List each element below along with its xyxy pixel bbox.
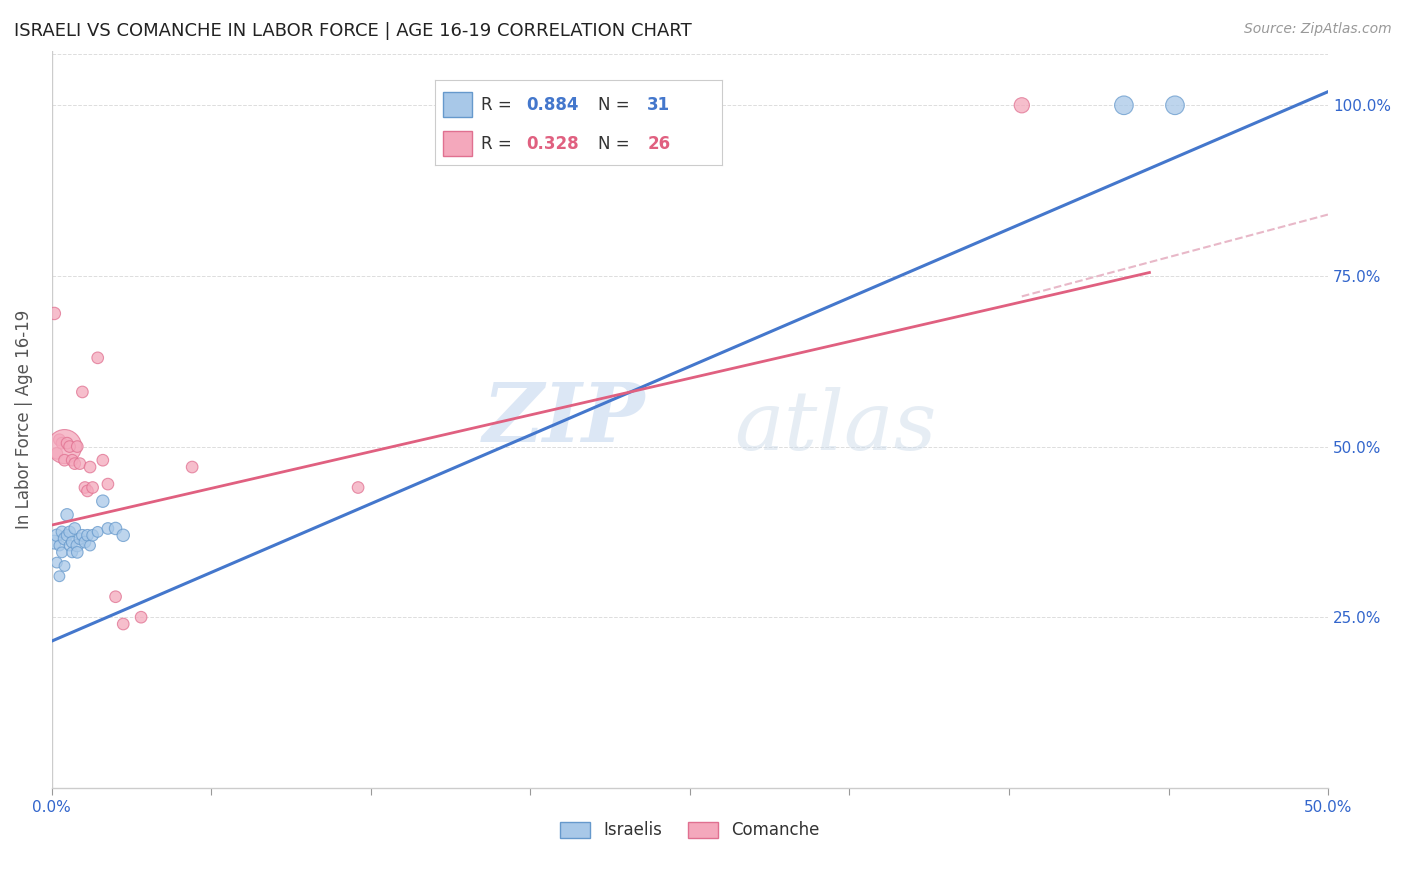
Point [53,440,76,454]
Text: ISRAELI VS COMANCHE IN LABOR FORCE | AGE 16-19 CORRELATION CHART: ISRAELI VS COMANCHE IN LABOR FORCE | AGE… [14,22,692,40]
Point [48,539,70,553]
Text: atlas: atlas [734,386,936,467]
Point [97,477,120,491]
Legend: Israelis, Comanche: Israelis, Comanche [554,814,827,846]
Point [1164,98,1187,112]
Point [45,528,67,542]
Point [59,539,82,553]
Point [59,524,82,539]
Point [91,453,114,467]
Point [73,535,96,549]
Point [129,610,152,624]
Point [45,556,67,570]
Point [63,521,86,535]
Point [60,453,83,467]
Point [48,569,70,583]
Point [60,535,83,549]
Y-axis label: In Labor Force | Age 16-19: In Labor Force | Age 16-19 [15,310,32,529]
Point [59,440,82,454]
Point [66,539,89,553]
Point [73,481,96,495]
Point [60,545,83,559]
Text: ZIP: ZIP [482,379,645,459]
Text: Source: ZipAtlas.com: Source: ZipAtlas.com [1244,22,1392,37]
Point [56,528,79,542]
Point [69,532,91,546]
Point [76,528,98,542]
Point [1011,98,1033,112]
Point [72,384,94,399]
Point [66,545,89,559]
Point [112,528,135,542]
Point [44,535,66,549]
Point [51,545,73,559]
Point [45,446,67,460]
Point [104,521,127,535]
Point [69,457,91,471]
Point [66,440,89,454]
Point [53,532,76,546]
Point [79,460,101,475]
Point [51,524,73,539]
Point [48,433,70,447]
Point [79,539,101,553]
Point [104,590,127,604]
Point [86,351,108,365]
Point [82,528,104,542]
Point [91,494,114,508]
Point [76,483,98,498]
Point [82,481,104,495]
Point [347,481,370,495]
Point [86,524,108,539]
Point [51,436,73,450]
Point [53,453,76,467]
Point [63,457,86,471]
Point [53,559,76,574]
Point [56,436,79,450]
Point [112,617,135,632]
Point [72,528,94,542]
Point [56,508,79,522]
Point [44,306,66,320]
Point [181,460,204,475]
Point [1112,98,1135,112]
Point [97,521,120,535]
